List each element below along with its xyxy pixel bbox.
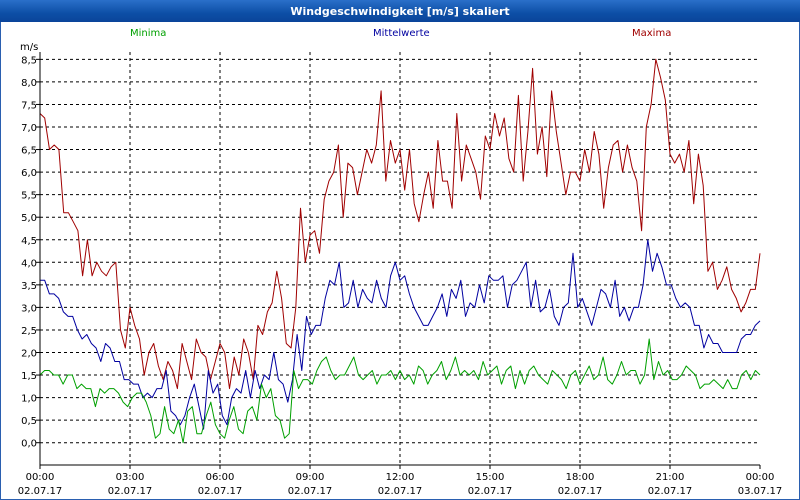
x-tick-date: 02.07.17: [648, 486, 693, 497]
x-tick-time: 15:00: [476, 472, 505, 483]
x-tick-time: 00:00: [26, 472, 55, 483]
x-tick-date: 03.07.17: [738, 486, 783, 497]
y-axis-ticks: 0,0 0,5 1,0 1,5 2,0 2,5 3,0 3,5 4,0 4,5 5,0 5,5 6,0 6…: [21, 55, 40, 450]
legend-minima: Minima: [130, 28, 166, 39]
y-tick-label: 1,5: [21, 371, 37, 382]
y-tick-label: 1,0: [21, 394, 37, 405]
y-tick-label: 5,5: [21, 191, 37, 202]
series-line-minima: [39, 338, 761, 444]
y-tick-label: 8,0: [21, 78, 37, 89]
y-tick-label: 0,5: [21, 416, 37, 427]
y-tick-label: 2,0: [21, 349, 37, 360]
y-axis-unit-label: m/s: [20, 42, 38, 53]
window-title: Windgeschwindigkeit [m/s] skaliert: [0, 0, 800, 22]
x-tick-time: 21:00: [656, 472, 685, 483]
x-tick-time: 00:00: [746, 472, 775, 483]
y-tick-label: 7,5: [21, 100, 37, 111]
x-tick-date: 02.07.17: [108, 486, 153, 497]
y-tick-label: 0,0: [21, 439, 37, 450]
legend-mittelwerte: Mittelwerte: [373, 28, 430, 39]
y-tick-label: 3,0: [21, 303, 37, 314]
x-tick-time: 12:00: [386, 472, 415, 483]
series-line-mittelwerte: [40, 239, 761, 430]
y-tick-label: 5,0: [21, 213, 37, 224]
x-tick-date: 02.07.17: [378, 486, 423, 497]
y-tick-label: 3,5: [21, 281, 37, 292]
x-tick-date: 02.07.17: [558, 486, 603, 497]
x-tick-date: 02.07.17: [18, 486, 63, 497]
x-tick-time: 03:00: [116, 472, 145, 483]
x-tick-time: 09:00: [296, 472, 325, 483]
y-tick-label: 2,5: [21, 326, 37, 337]
y-tick-label: 4,5: [21, 236, 37, 247]
x-tick-date: 02.07.17: [198, 486, 243, 497]
legend-maxima: Maxima: [632, 28, 671, 39]
y-tick-label: 7,0: [21, 123, 37, 134]
x-tick-date: 02.07.17: [468, 486, 513, 497]
series-lines: [39, 58, 761, 444]
x-tick-date: 02.07.17: [288, 486, 333, 497]
x-tick-time: 06:00: [206, 472, 235, 483]
x-tick-time: 18:00: [566, 472, 595, 483]
y-tick-label: 6,0: [21, 168, 37, 179]
y-tick-label: 6,5: [21, 146, 37, 157]
series-line-maxima: [39, 58, 761, 390]
x-axis-ticks: 00:00 02.07.17 03:00 02.07.17 06:00 02.07.17 0…: [18, 465, 783, 497]
y-tick-label: 8,5: [21, 55, 37, 66]
grid-lines: [40, 52, 760, 465]
y-tick-label: 4,0: [21, 258, 37, 269]
